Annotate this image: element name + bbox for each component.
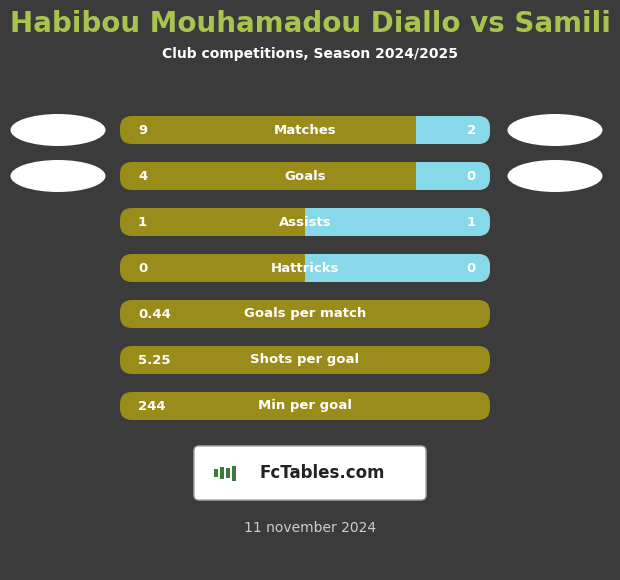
Text: 9: 9 <box>138 124 147 136</box>
Text: 244: 244 <box>138 400 166 412</box>
FancyBboxPatch shape <box>120 116 490 144</box>
FancyBboxPatch shape <box>416 162 490 190</box>
Text: 5.25: 5.25 <box>138 353 170 367</box>
FancyBboxPatch shape <box>305 208 490 236</box>
Text: Hattricks: Hattricks <box>271 262 339 274</box>
Text: 0: 0 <box>467 169 476 183</box>
Text: 0: 0 <box>138 262 148 274</box>
Ellipse shape <box>508 114 603 146</box>
Text: Club competitions, Season 2024/2025: Club competitions, Season 2024/2025 <box>162 47 458 61</box>
FancyBboxPatch shape <box>120 254 490 282</box>
Text: FcTables.com: FcTables.com <box>259 464 385 482</box>
Bar <box>220 467 224 479</box>
Bar <box>232 466 236 480</box>
Ellipse shape <box>11 160 105 192</box>
Text: Min per goal: Min per goal <box>258 400 352 412</box>
Text: Matches: Matches <box>273 124 336 136</box>
Text: 0.44: 0.44 <box>138 307 171 321</box>
Text: Goals: Goals <box>284 169 326 183</box>
Text: Assists: Assists <box>278 216 331 229</box>
Bar <box>416 116 428 144</box>
Bar <box>214 469 218 477</box>
Text: Goals per match: Goals per match <box>244 307 366 321</box>
Text: 0: 0 <box>467 262 476 274</box>
FancyBboxPatch shape <box>120 392 490 420</box>
Text: Habibou Mouhamadou Diallo vs Samili: Habibou Mouhamadou Diallo vs Samili <box>9 10 611 38</box>
Text: 1: 1 <box>138 216 147 229</box>
FancyBboxPatch shape <box>120 346 490 374</box>
Bar <box>305 208 317 236</box>
FancyBboxPatch shape <box>120 300 490 328</box>
Bar <box>416 162 428 190</box>
Bar <box>226 468 230 478</box>
Ellipse shape <box>508 160 603 192</box>
FancyBboxPatch shape <box>416 116 490 144</box>
Text: Shots per goal: Shots per goal <box>250 353 360 367</box>
Text: 2: 2 <box>467 124 476 136</box>
Ellipse shape <box>11 114 105 146</box>
FancyBboxPatch shape <box>194 446 426 500</box>
Bar <box>305 254 317 282</box>
Text: 11 november 2024: 11 november 2024 <box>244 521 376 535</box>
FancyBboxPatch shape <box>120 208 490 236</box>
Text: 1: 1 <box>467 216 476 229</box>
Text: 4: 4 <box>138 169 148 183</box>
FancyBboxPatch shape <box>120 162 490 190</box>
FancyBboxPatch shape <box>305 254 490 282</box>
